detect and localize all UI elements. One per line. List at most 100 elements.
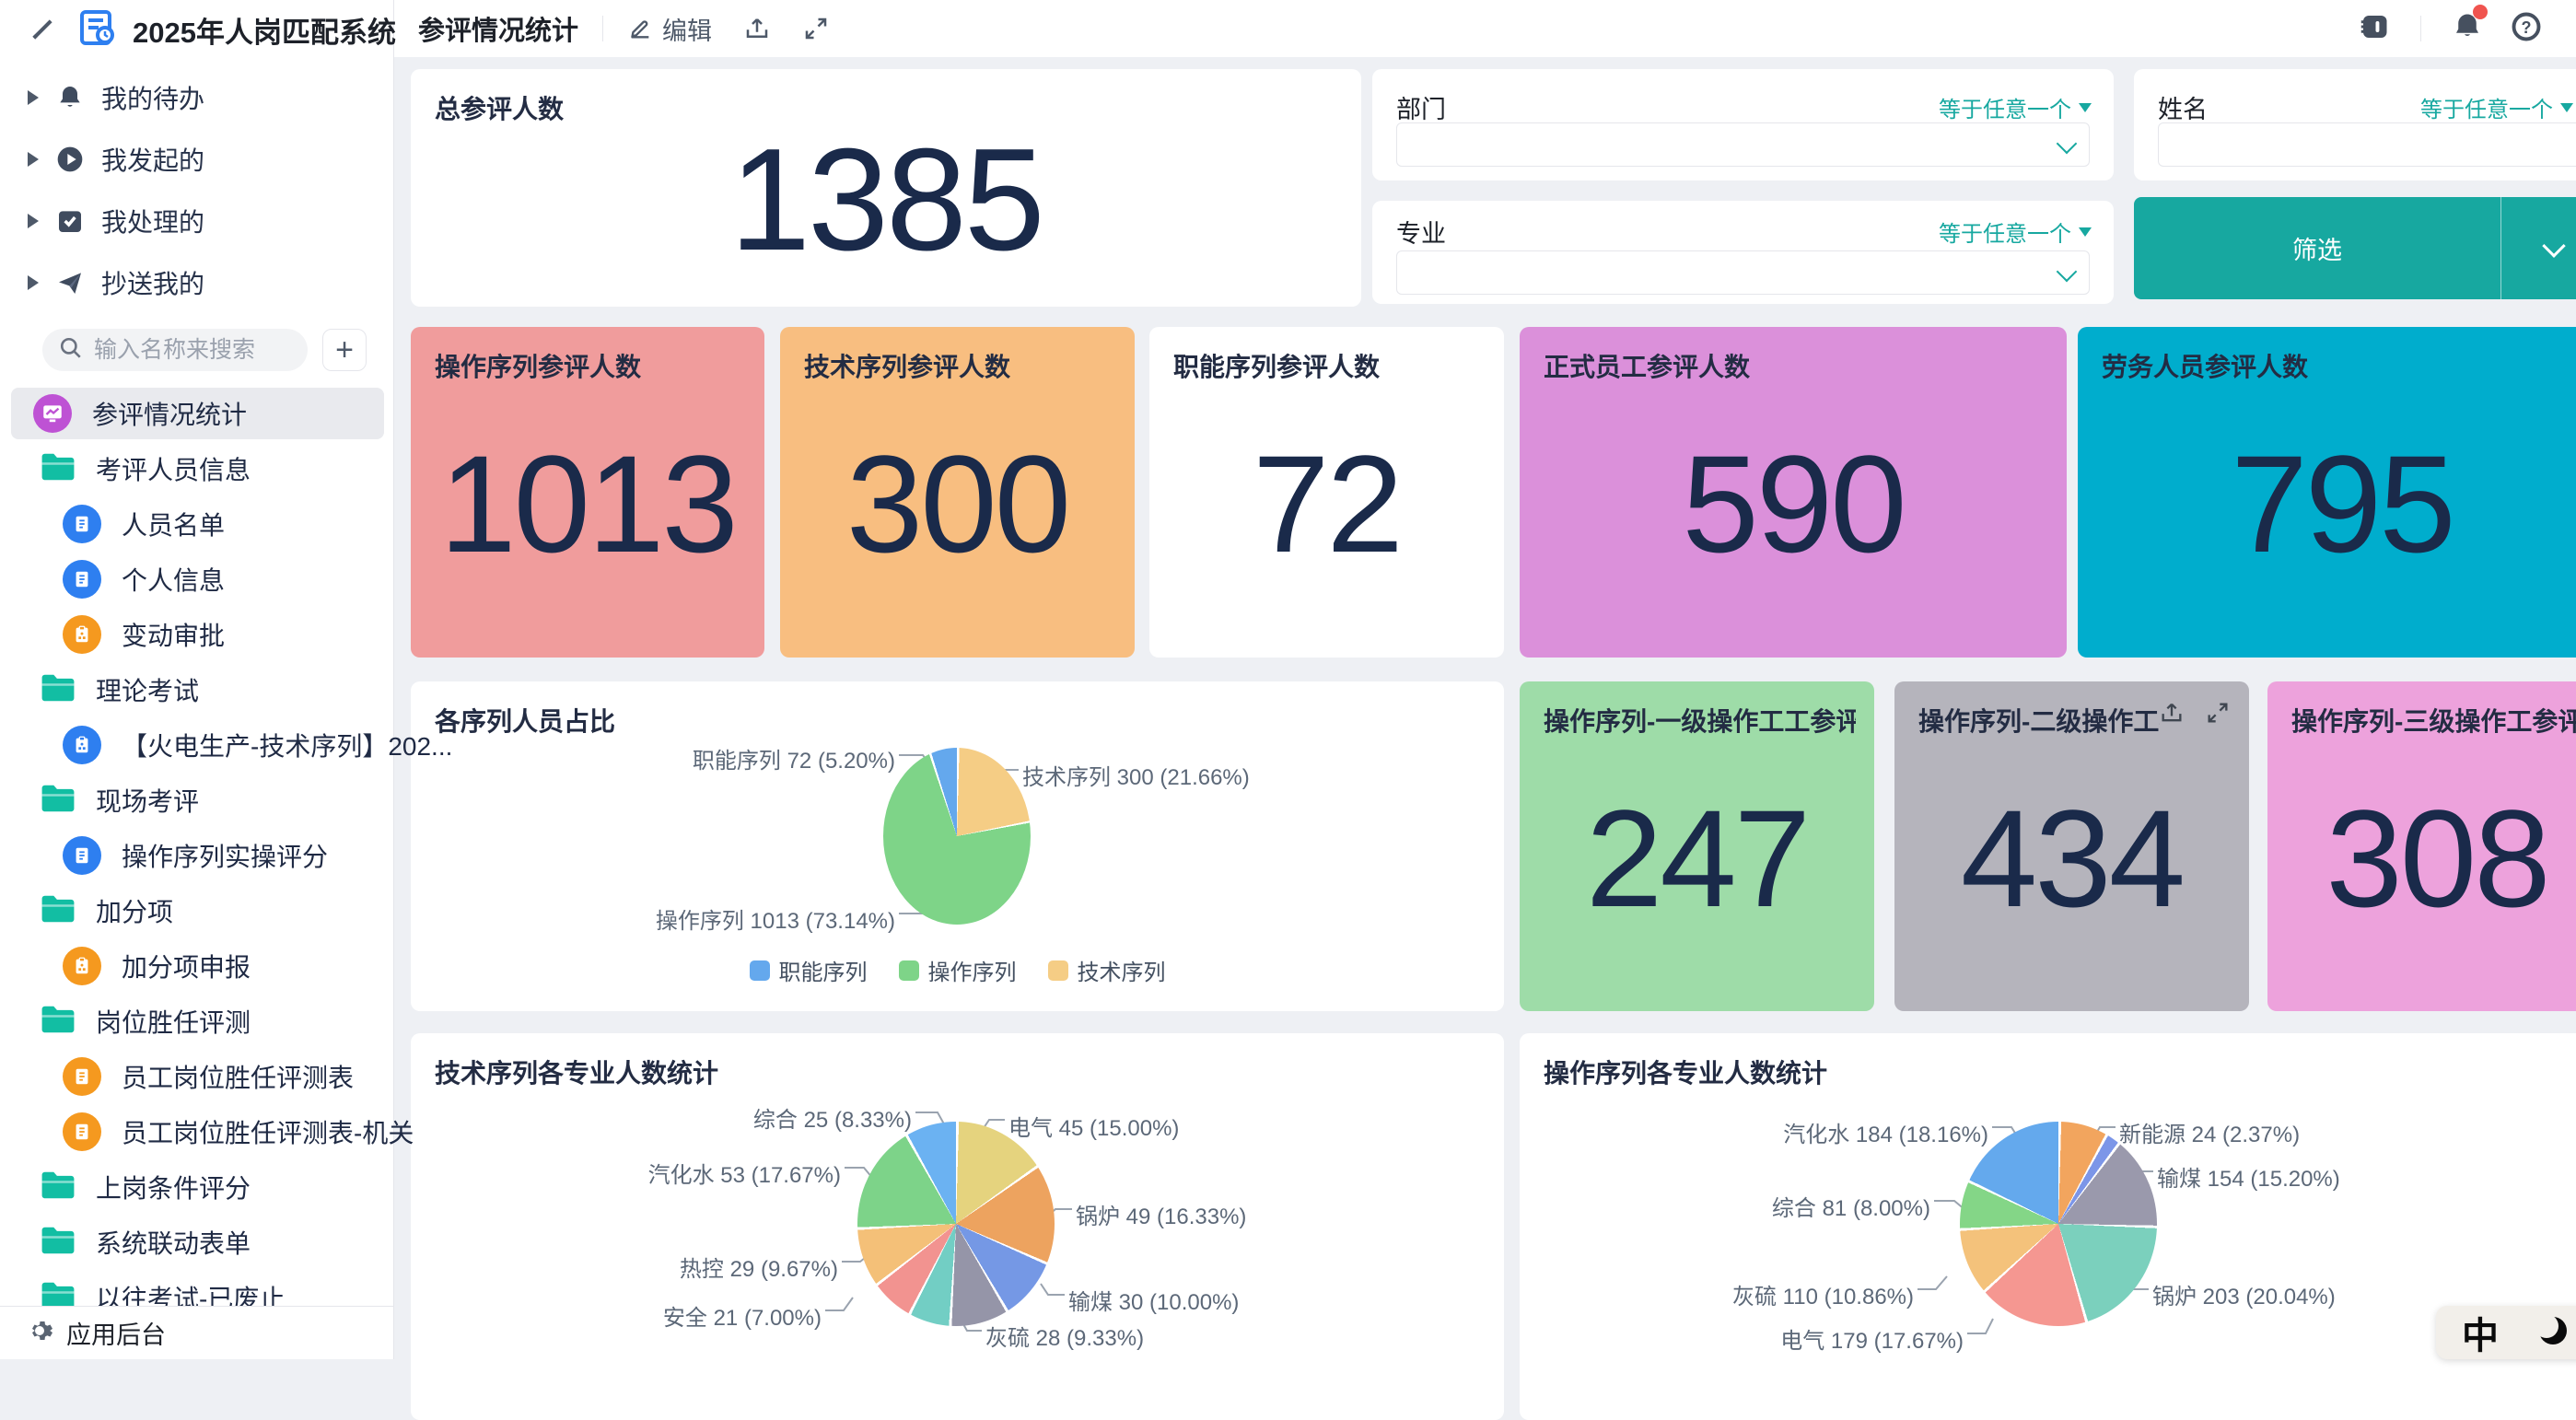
stat-card-value: 434 <box>1960 780 2186 936</box>
filter-button-label: 筛选 <box>2292 237 2342 264</box>
menu-item-participation-stats[interactable]: 参评情况统计 <box>11 388 384 439</box>
stat-card-value: 72 <box>1253 426 1404 581</box>
menu-item-personal-info[interactable]: 个人信息 <box>11 553 384 605</box>
pie-label: 新能源 24 (2.37%) <box>2119 1123 2301 1147</box>
pie-label: 操作序列 1013 (73.14%) <box>655 909 895 934</box>
inbox-check-icon <box>53 204 87 238</box>
edit-button[interactable]: 编辑 <box>627 11 712 47</box>
help-icon[interactable]: ? <box>2510 10 2543 48</box>
menu-item-operation-practical-score[interactable]: 操作序列实操评分 <box>11 830 384 881</box>
chart-title: 各序列人员占比 <box>435 707 616 736</box>
send-icon <box>53 266 87 299</box>
sidebar-search[interactable] <box>42 329 308 371</box>
triangle-down-icon <box>2079 227 2092 237</box>
legend-item[interactable]: 技术序列 <box>1047 954 1166 986</box>
legend-item[interactable]: 操作序列 <box>898 954 1017 986</box>
clipboard-icon <box>63 947 101 985</box>
pie-chart-sequence-ratio[interactable] <box>883 748 1031 925</box>
pie-chart-operation-majors[interactable] <box>1960 1122 2157 1326</box>
ime-toolbar[interactable]: 中 <box>2436 1306 2576 1359</box>
document-icon <box>63 836 101 875</box>
tree-item-cc-to-me[interactable]: 抄送我的 <box>28 264 393 301</box>
tree-item-label: 我处理的 <box>101 208 205 237</box>
folder-icon <box>41 1170 76 1205</box>
menu-item-competency-form[interactable]: 员工岗位胜任评测表 <box>11 1051 384 1102</box>
tree-item-label: 抄送我的 <box>101 270 205 298</box>
chart-card-operation-majors: 操作序列各专业人数统计 新能源 24 (2.37%) 输煤 154 (15.20… <box>1520 1033 2576 1420</box>
menu-item-bonus-declaration[interactable]: 加分项申报 <box>11 940 384 992</box>
caret-right-icon[interactable] <box>28 90 39 105</box>
workflow-tree: 我的待办 我发起的 我处理的 抄送我的 <box>0 79 393 301</box>
menu-item-fire-power-tech-exam[interactable]: 【火电生产-技术序列】202... <box>11 719 452 771</box>
menu-folder-assessor-info[interactable]: 考评人员信息 <box>11 443 384 495</box>
stat-card-title: 总参评人数 <box>435 95 565 123</box>
menu-folder-theory-exam[interactable]: 理论考试 <box>11 664 384 716</box>
export-icon[interactable] <box>743 15 771 42</box>
pie-label: 汽化水 53 (17.67%) <box>647 1163 841 1188</box>
document-icon <box>63 560 101 599</box>
legend-item[interactable]: 职能序列 <box>749 954 868 986</box>
ime-mode-indicator[interactable]: 中 <box>2462 1314 2499 1357</box>
document-icon <box>63 1112 101 1151</box>
topbar: 参评情况统计 编辑 ? <box>394 0 2576 57</box>
app-backend-button[interactable]: 应用后台 <box>0 1306 393 1359</box>
stat-card-value: 308 <box>2325 780 2550 936</box>
filter-button-dropdown[interactable] <box>2500 197 2576 299</box>
stat-card-value: 300 <box>845 426 1071 581</box>
filter-submit-button[interactable]: 筛选 <box>2134 197 2576 299</box>
caret-right-icon[interactable] <box>28 275 39 290</box>
menu-folder-post-competency[interactable]: 岗位胜任评测 <box>11 995 384 1047</box>
search-input[interactable] <box>94 336 287 364</box>
department-select[interactable] <box>1396 122 2090 167</box>
tree-item-initiated-by-me[interactable]: 我发起的 <box>28 141 393 178</box>
pie-chart-tech-majors[interactable] <box>857 1122 1055 1326</box>
back-icon[interactable] <box>32 19 52 40</box>
filter-operator-dropdown[interactable]: 等于任意一个 <box>1939 215 2092 248</box>
caret-right-icon[interactable] <box>28 214 39 228</box>
add-button[interactable]: + <box>322 329 367 371</box>
stat-card-labor-staff: 劳务人员参评人数 795 <box>2078 327 2576 658</box>
tree-item-handled-by-me[interactable]: 我处理的 <box>28 203 393 239</box>
triangle-down-icon <box>2560 102 2573 112</box>
tree-item-label: 我发起的 <box>101 146 205 175</box>
search-icon <box>59 336 83 365</box>
stat-card-title: 正式员工参评人数 <box>1544 353 1751 381</box>
tree-item-label: 我的待办 <box>101 85 205 113</box>
menu-folder-onsite-assessment[interactable]: 现场考评 <box>11 774 384 826</box>
menu-item-change-approval[interactable]: 变动审批 <box>11 609 384 660</box>
sidebar-header: 2025年人岗匹配系统 <box>0 0 396 59</box>
pie-label: 灰硫 110 (10.86%) <box>1732 1285 1914 1309</box>
menu-item-personnel-list[interactable]: 人员名单 <box>11 498 384 550</box>
menu-folder-onboarding-score[interactable]: 上岗条件评分 <box>11 1161 384 1213</box>
expand-icon[interactable] <box>2205 700 2231 730</box>
notification-badge <box>2473 4 2488 19</box>
pie-label: 灰硫 28 (9.33%) <box>985 1326 1145 1351</box>
play-circle-icon <box>53 143 87 176</box>
app-title: 2025年人岗匹配系统 <box>133 16 396 49</box>
stat-card-value: 795 <box>2231 426 2455 581</box>
name-select[interactable] <box>2158 122 2576 167</box>
filter-operator-dropdown[interactable]: 等于任意一个 <box>2420 91 2573 123</box>
stat-card-value: 1385 <box>729 118 1045 281</box>
tree-item-my-todo[interactable]: 我的待办 <box>28 79 393 116</box>
stat-card-function-seq: 职能序列参评人数 72 <box>1149 327 1504 658</box>
ime-moon-icon[interactable] <box>2534 1312 2570 1354</box>
menu-item-competency-form-office[interactable]: 员工岗位胜任评测表-机关 <box>11 1106 414 1158</box>
major-select[interactable] <box>1396 250 2090 295</box>
stat-card-value: 1013 <box>439 426 739 581</box>
panel-toggle-icon[interactable] <box>2358 10 2391 48</box>
menu-folder-system-linked-forms[interactable]: 系统联动表单 <box>11 1216 384 1268</box>
notification-bell-icon[interactable] <box>2451 4 2488 48</box>
filter-operator-dropdown[interactable]: 等于任意一个 <box>1939 91 2092 123</box>
export-icon[interactable] <box>2159 700 2185 730</box>
expand-icon[interactable] <box>802 15 830 42</box>
menu-folder-bonus-items[interactable]: 加分项 <box>11 885 384 937</box>
chevron-down-icon <box>2056 133 2078 155</box>
page-title: 参评情况统计 <box>418 17 579 46</box>
stat-card-formal-staff: 正式员工参评人数 590 <box>1520 327 2067 658</box>
triangle-down-icon <box>2079 102 2092 112</box>
pie-label: 汽化水 184 (18.16%) <box>1783 1123 1988 1147</box>
chart-monitor-icon <box>33 394 72 433</box>
caret-right-icon[interactable] <box>28 152 39 167</box>
stat-card-operation-seq: 操作序列参评人数 1013 <box>411 327 764 658</box>
